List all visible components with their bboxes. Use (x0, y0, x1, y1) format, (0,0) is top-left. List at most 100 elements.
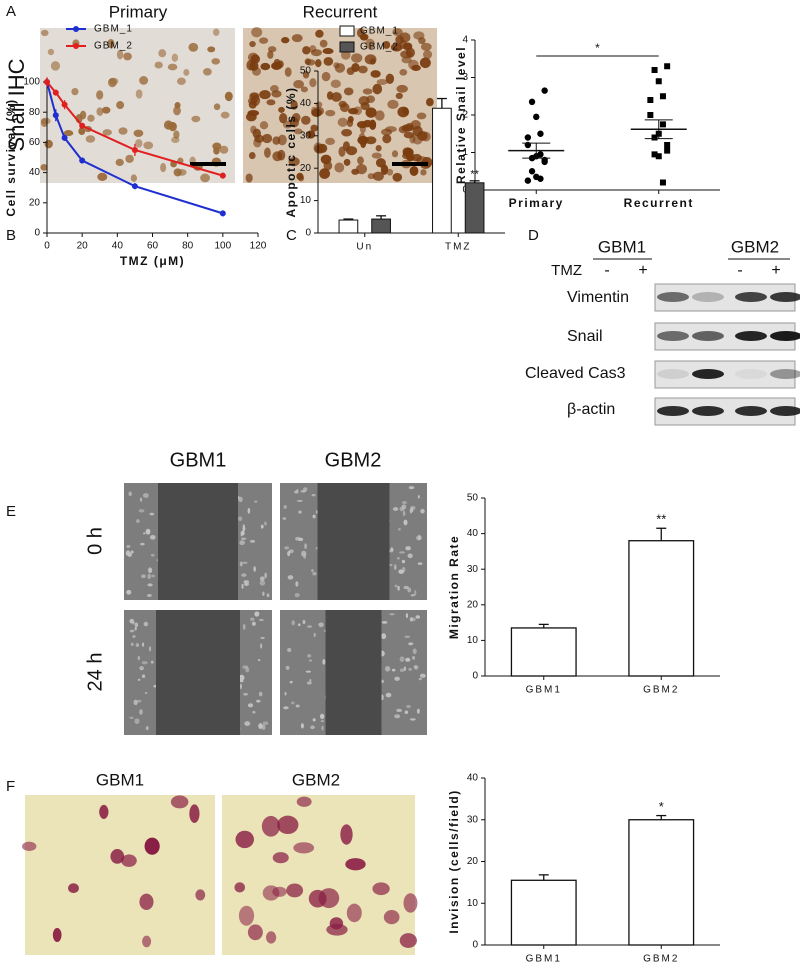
cell (220, 111, 230, 119)
cell (323, 160, 333, 171)
cell (405, 657, 411, 662)
cell (416, 708, 420, 714)
cell (372, 171, 384, 181)
cell (272, 886, 287, 897)
cell (313, 632, 316, 638)
scale-bar (392, 162, 428, 166)
cell (254, 500, 258, 503)
cell (135, 138, 143, 148)
y-tick-label: 30 (300, 130, 312, 141)
cell (251, 621, 256, 626)
cell (339, 103, 350, 113)
cell (260, 643, 263, 649)
y-axis-title: Invision (cells/field) (447, 789, 461, 933)
cell (101, 106, 111, 114)
cell (259, 89, 271, 100)
cell (362, 119, 373, 128)
cell (126, 545, 131, 548)
cell (154, 61, 163, 69)
image-title: GBM2 (292, 770, 340, 789)
cell (412, 656, 416, 660)
band (657, 331, 689, 341)
band (770, 406, 800, 416)
cell (331, 92, 342, 102)
cell (321, 725, 324, 731)
cell (96, 107, 104, 116)
panel-letter: C (286, 227, 297, 244)
cell (211, 58, 221, 65)
cell (297, 623, 301, 627)
cell (137, 678, 141, 681)
cell (413, 31, 425, 40)
cell (260, 62, 271, 71)
band (692, 406, 724, 416)
cell (365, 107, 377, 118)
row-label: Snail IHC (4, 58, 29, 151)
cell (170, 795, 189, 809)
cell (270, 85, 279, 93)
y-tick-label: 20 (467, 599, 479, 610)
cell (308, 889, 327, 908)
cell (234, 882, 246, 893)
cell (129, 716, 134, 719)
cell (360, 102, 370, 111)
legend-label: GBM_2 (94, 41, 133, 52)
cell (397, 585, 400, 591)
cell (144, 691, 148, 695)
cell (416, 112, 427, 120)
cell (405, 613, 409, 619)
row-label: 0 h (84, 527, 106, 555)
cell (145, 528, 151, 535)
legend-label: GBM_1 (360, 26, 399, 37)
cell (253, 138, 262, 148)
cell (367, 173, 375, 180)
cell (304, 543, 308, 550)
cell (259, 580, 266, 586)
cell (50, 61, 61, 71)
protein-label: Cleaved Cas3 (525, 365, 626, 382)
point (659, 121, 666, 128)
point (537, 130, 544, 137)
cell (261, 815, 280, 837)
cell (387, 99, 399, 110)
cell (261, 724, 266, 730)
cell (241, 573, 247, 577)
cell (277, 134, 287, 146)
cell (286, 883, 304, 898)
cell (411, 153, 422, 162)
cell (404, 710, 409, 715)
cell (85, 135, 96, 143)
band (735, 406, 767, 416)
cell (96, 90, 104, 100)
cell (293, 128, 303, 135)
cell (300, 490, 307, 493)
cell (291, 701, 295, 705)
band (770, 292, 800, 302)
cell (71, 87, 79, 96)
cell (348, 107, 359, 115)
cell (406, 705, 411, 708)
cell (407, 553, 413, 559)
cell (160, 162, 167, 173)
band (657, 406, 689, 416)
cell (272, 852, 289, 864)
cell (248, 152, 256, 160)
cell (283, 706, 289, 710)
cell (235, 830, 254, 849)
cell (247, 703, 254, 708)
cell (139, 893, 154, 911)
cell (87, 114, 95, 122)
cell (310, 49, 322, 57)
cell-line: GBM1 (598, 237, 646, 256)
cell (242, 623, 246, 630)
cell (278, 106, 285, 113)
y-tick-label: 40 (29, 167, 41, 178)
cell (289, 680, 293, 684)
cell (219, 145, 229, 154)
band (735, 331, 767, 341)
cell (391, 150, 399, 158)
cell (295, 704, 300, 708)
cell (130, 550, 134, 554)
cell (306, 625, 313, 628)
